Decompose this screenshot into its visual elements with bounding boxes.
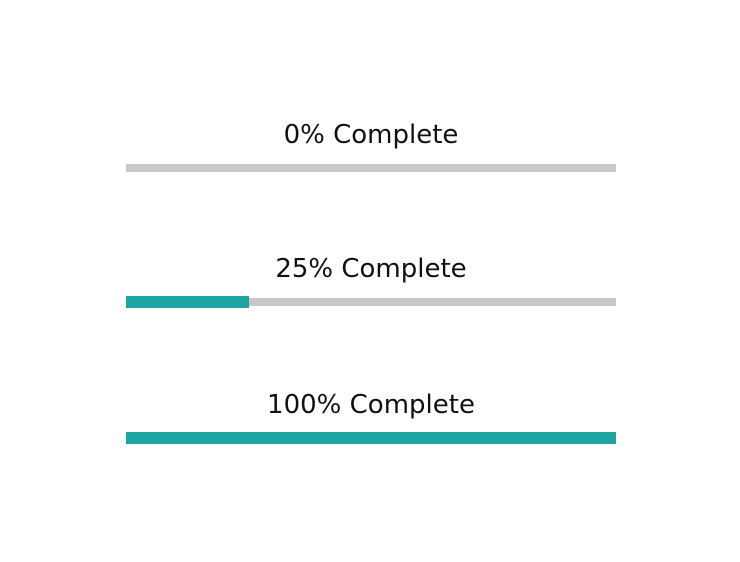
progress-fill [126,432,616,444]
progress-label: 100% Complete [267,390,475,420]
progress-fill [126,296,249,308]
progress-label: 25% Complete [275,254,467,284]
progress-track [126,296,616,308]
progress-track [126,164,616,172]
progress-label: 0% Complete [283,120,459,150]
progress-track [126,432,616,444]
